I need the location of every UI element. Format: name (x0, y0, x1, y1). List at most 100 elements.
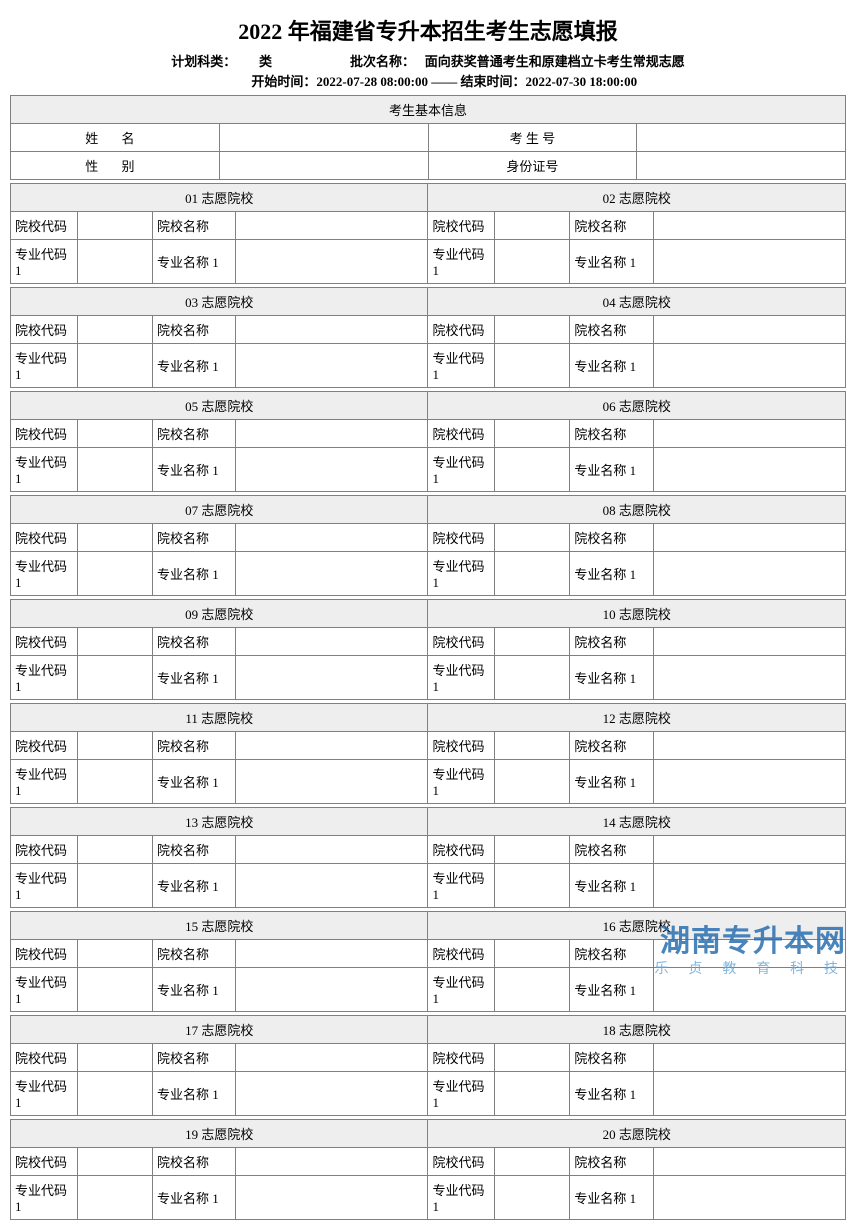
school-name-value (653, 212, 845, 240)
major-name-value (236, 1176, 428, 1220)
school-code-label: 院校代码 (11, 524, 78, 552)
major-code-value (77, 1072, 152, 1116)
major-code-label: 专业代码 1 (428, 344, 495, 388)
school-code-label: 院校代码 (428, 628, 495, 656)
volunteer-pair-table: 13 志愿院校14 志愿院校院校代码院校名称院校代码院校名称专业代码 1专业名称… (10, 807, 846, 908)
major-name-value (236, 864, 428, 908)
volunteer-title: 01 志愿院校 (11, 184, 428, 212)
major-code-value (495, 968, 570, 1012)
school-code-label: 院校代码 (428, 420, 495, 448)
school-name-value (236, 732, 428, 760)
major-name-label: 专业名称 1 (570, 448, 654, 492)
batch-value: 面向获奖普通考生和原建档立卡考生常规志愿 (425, 54, 685, 69)
major-name-label: 专业名称 1 (152, 344, 236, 388)
major-code-value (495, 864, 570, 908)
volunteer-title: 07 志愿院校 (11, 496, 428, 524)
school-name-label: 院校名称 (570, 1148, 654, 1176)
volunteer-title: 05 志愿院校 (11, 392, 428, 420)
major-code-value (77, 448, 152, 492)
school-code-value (495, 836, 570, 864)
major-code-value (495, 1176, 570, 1220)
volunteer-title: 08 志愿院校 (428, 496, 846, 524)
major-code-label: 专业代码 1 (11, 864, 78, 908)
school-code-value (77, 1044, 152, 1072)
volunteer-title: 16 志愿院校 (428, 912, 846, 940)
major-name-label: 专业名称 1 (152, 552, 236, 596)
school-name-value (653, 628, 845, 656)
major-code-value (495, 344, 570, 388)
major-name-value (653, 864, 845, 908)
major-code-label: 专业代码 1 (428, 1072, 495, 1116)
school-code-label: 院校代码 (11, 628, 78, 656)
major-code-label: 专业代码 1 (11, 552, 78, 596)
major-code-value (495, 1072, 570, 1116)
school-code-label: 院校代码 (428, 524, 495, 552)
major-code-value (77, 344, 152, 388)
major-name-label: 专业名称 1 (570, 760, 654, 804)
major-name-value (653, 552, 845, 596)
volunteer-title: 20 志愿院校 (428, 1120, 846, 1148)
school-name-label: 院校名称 (152, 420, 236, 448)
school-code-value (77, 628, 152, 656)
school-code-value (495, 940, 570, 968)
school-code-label: 院校代码 (428, 836, 495, 864)
major-code-label: 专业代码 1 (11, 656, 78, 700)
major-code-label: 专业代码 1 (428, 760, 495, 804)
major-code-label: 专业代码 1 (428, 864, 495, 908)
major-name-value (236, 656, 428, 700)
volunteer-title: 12 志愿院校 (428, 704, 846, 732)
major-code-label: 专业代码 1 (11, 760, 78, 804)
school-name-label: 院校名称 (570, 940, 654, 968)
school-name-value (653, 420, 845, 448)
volunteer-pair-table: 19 志愿院校20 志愿院校院校代码院校名称院校代码院校名称专业代码 1专业名称… (10, 1119, 846, 1220)
major-code-label: 专业代码 1 (428, 552, 495, 596)
id-label: 身份证号 (428, 152, 637, 180)
school-name-label: 院校名称 (570, 524, 654, 552)
name-value (219, 124, 428, 152)
volunteer-pair-table: 15 志愿院校16 志愿院校院校代码院校名称院校代码院校名称专业代码 1专业名称… (10, 911, 846, 1012)
school-name-value (236, 420, 428, 448)
major-name-label: 专业名称 1 (152, 240, 236, 284)
plan-value: 类 (259, 54, 272, 69)
school-code-label: 院校代码 (428, 212, 495, 240)
school-code-value (77, 212, 152, 240)
major-name-label: 专业名称 1 (570, 656, 654, 700)
school-name-value (236, 316, 428, 344)
major-code-label: 专业代码 1 (428, 240, 495, 284)
major-code-label: 专业代码 1 (428, 1176, 495, 1220)
school-code-value (495, 524, 570, 552)
major-name-label: 专业名称 1 (152, 1176, 236, 1220)
school-name-label: 院校名称 (152, 1148, 236, 1176)
examno-value (637, 124, 846, 152)
school-code-label: 院校代码 (428, 316, 495, 344)
end-value: 2022-07-30 18:00:00 (526, 74, 638, 89)
volunteer-pair-table: 03 志愿院校04 志愿院校院校代码院校名称院校代码院校名称专业代码 1专业名称… (10, 287, 846, 388)
school-code-value (77, 316, 152, 344)
start-value: 2022-07-28 08:00:00 (316, 74, 428, 89)
major-code-value (495, 656, 570, 700)
major-name-label: 专业名称 1 (570, 1176, 654, 1220)
school-code-label: 院校代码 (11, 732, 78, 760)
major-name-value (653, 760, 845, 804)
major-name-value (236, 448, 428, 492)
start-label: 开始时间： (251, 74, 316, 89)
end-label: 结束时间： (461, 74, 526, 89)
major-name-value (236, 240, 428, 284)
major-code-value (77, 968, 152, 1012)
plan-label: 计划科类： (171, 54, 236, 69)
major-name-label: 专业名称 1 (152, 864, 236, 908)
school-code-label: 院校代码 (428, 732, 495, 760)
examno-label: 考 生 号 (428, 124, 637, 152)
major-name-value (653, 344, 845, 388)
major-name-value (653, 448, 845, 492)
major-code-label: 专业代码 1 (11, 448, 78, 492)
major-name-label: 专业名称 1 (570, 552, 654, 596)
major-code-value (77, 760, 152, 804)
major-code-label: 专业代码 1 (11, 344, 78, 388)
school-name-value (236, 628, 428, 656)
volunteer-pair-table: 17 志愿院校18 志愿院校院校代码院校名称院校代码院校名称专业代码 1专业名称… (10, 1015, 846, 1116)
basic-header: 考生基本信息 (11, 96, 846, 124)
major-name-value (236, 968, 428, 1012)
school-code-value (77, 420, 152, 448)
school-code-value (495, 212, 570, 240)
